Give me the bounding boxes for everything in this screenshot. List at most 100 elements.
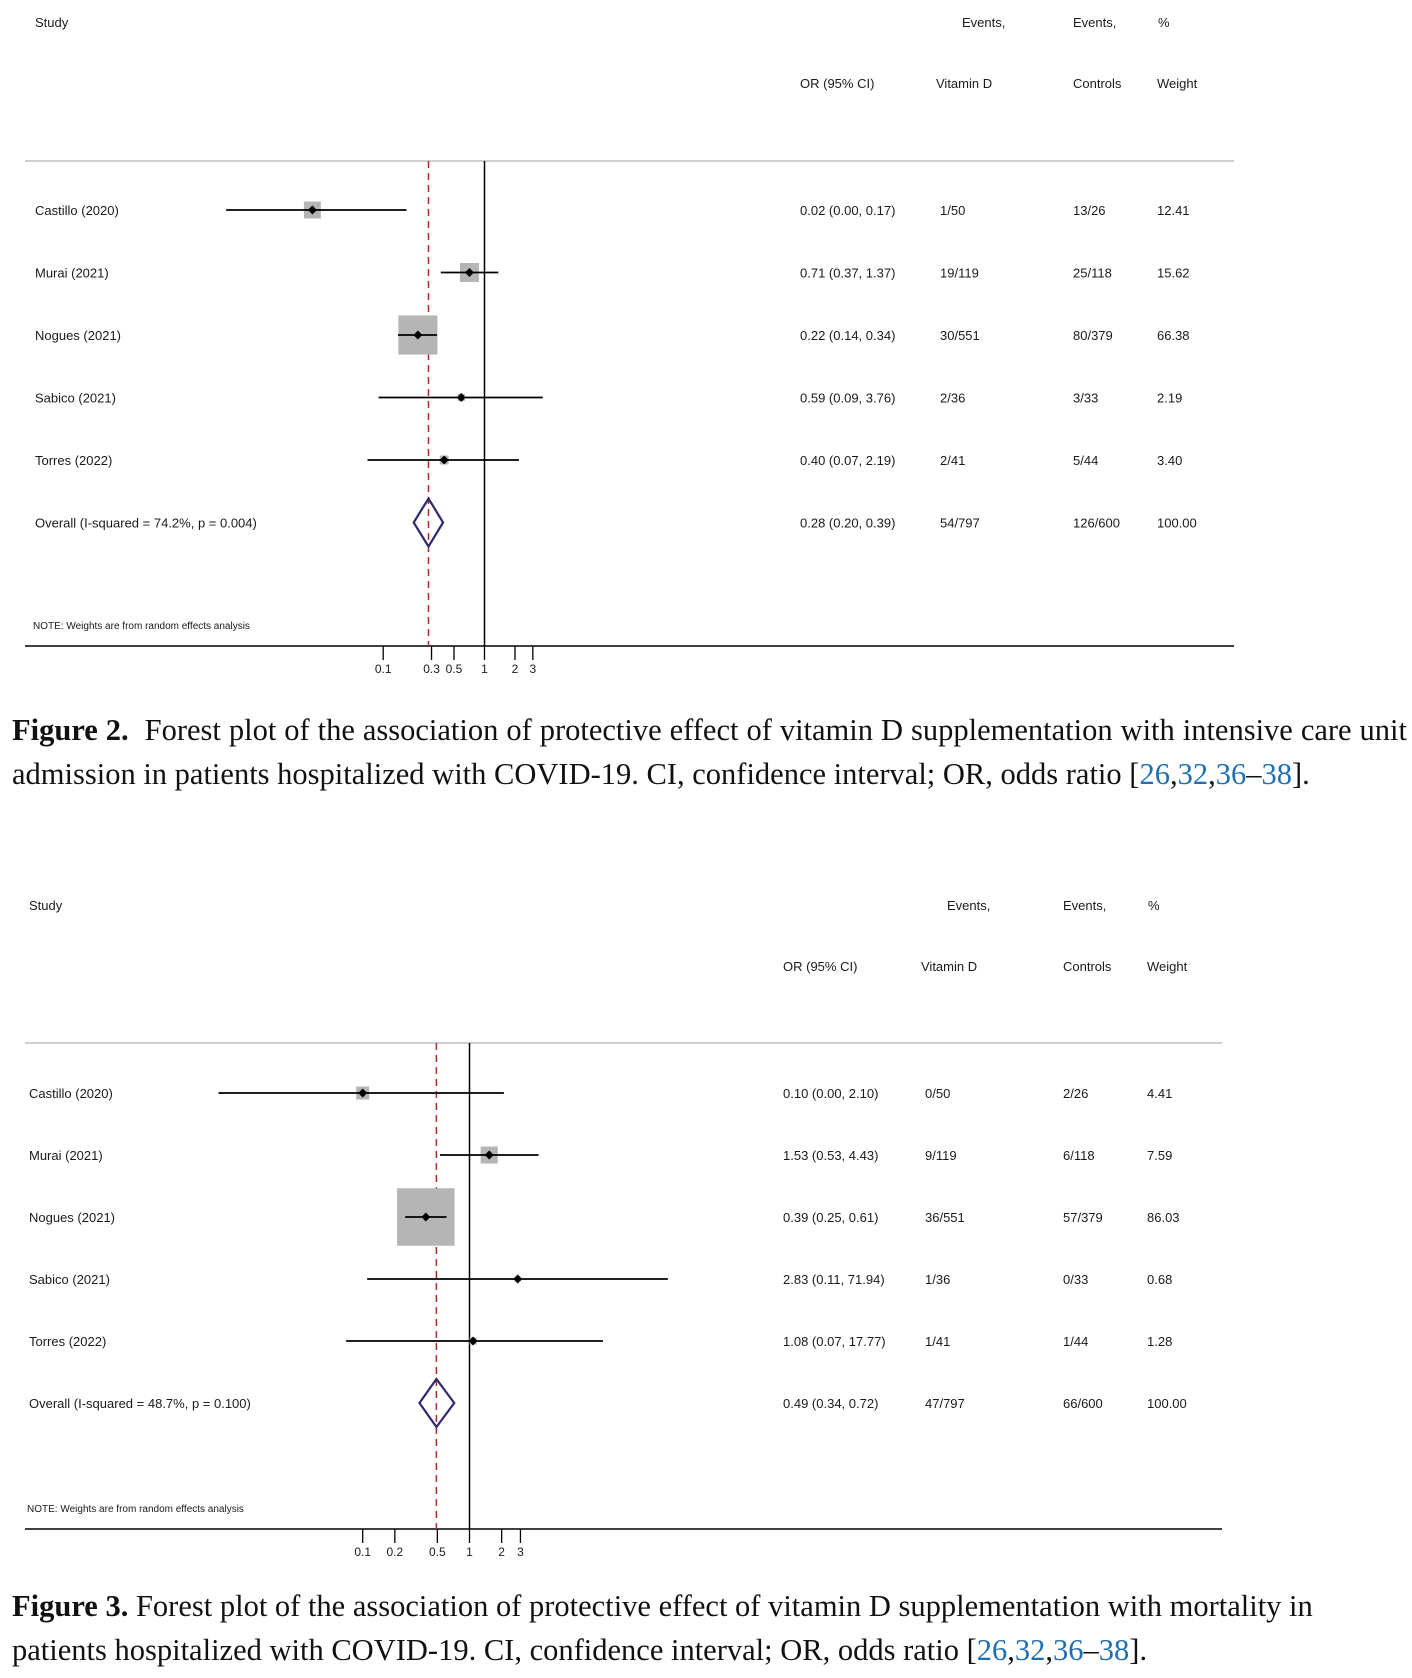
events-vitamin-value: 36/551 <box>925 1210 965 1225</box>
events-vitamin-value: 9/119 <box>925 1148 957 1163</box>
or-ci-value: 1.08 (0.07, 17.77) <box>783 1334 886 1349</box>
weight-value: 86.03 <box>1147 1210 1180 1225</box>
forest-plot: Study OR (95% CI) Events, Vitamin D Events, C… <box>25 898 1222 1559</box>
point-estimate <box>513 1274 523 1284</box>
header-study: Study <box>35 15 69 30</box>
weight-value: 3.40 <box>1157 453 1182 468</box>
or-ci-value: 0.10 (0.00, 2.10) <box>783 1086 878 1101</box>
header-vitamin-d: Vitamin D <box>936 76 992 91</box>
header-study: Study <box>29 898 63 913</box>
caption-text: Forest plot of the association of protec… <box>12 713 1407 791</box>
overall-events-controls: 126/600 <box>1073 516 1120 531</box>
study-label: Castillo (2020) <box>29 1086 113 1101</box>
caption-end: ]. <box>1129 1633 1148 1667</box>
weight-value: 12.41 <box>1157 203 1190 218</box>
figure-2-caption: Figure 2. Forest plot of the association… <box>12 713 1407 791</box>
events-vitamin-value: 2/41 <box>940 453 965 468</box>
figure-2: Study OR (95% CI) Events, Vitamin D Events, C… <box>0 0 1412 690</box>
x-tick-label: 2 <box>512 662 519 676</box>
ref-link[interactable]: 36 <box>1215 757 1247 791</box>
header-percent: % <box>1158 15 1170 30</box>
events-controls-value: 25/118 <box>1073 266 1112 281</box>
events-vitamin-value: 30/551 <box>940 328 980 343</box>
overall-label: Overall (I-squared = 48.7%, p = 0.100) <box>29 1396 251 1411</box>
weight-value: 7.59 <box>1147 1148 1172 1163</box>
weight-value: 4.41 <box>1147 1086 1172 1101</box>
events-controls-value: 5/44 <box>1073 453 1098 468</box>
ref-link[interactable]: 38 <box>1098 1633 1130 1667</box>
header-percent: % <box>1148 898 1160 913</box>
header-controls: Controls <box>1073 76 1122 91</box>
or-ci-value: 2.83 (0.11, 71.94) <box>783 1272 885 1287</box>
caption-label: Figure 2. <box>12 713 129 747</box>
overall-weight: 100.00 <box>1147 1396 1187 1411</box>
caption-text: Forest plot of the association of protec… <box>12 1589 1313 1667</box>
weight-value: 0.68 <box>1147 1272 1172 1287</box>
header-or-ci: OR (95% CI) <box>800 76 874 91</box>
events-controls-value: 80/379 <box>1073 328 1113 343</box>
point-estimate <box>456 393 466 402</box>
x-tick-label: 1 <box>466 1545 473 1559</box>
ref-link[interactable]: 32 <box>1177 757 1209 791</box>
study-label: Castillo (2020) <box>35 203 119 218</box>
x-tick-label: 0.1 <box>375 662 392 676</box>
or-ci-value: 0.39 (0.25, 0.61) <box>783 1210 878 1225</box>
study-label: Nogues (2021) <box>29 1210 115 1225</box>
point-estimate <box>307 205 317 215</box>
header-events-controls: Events, <box>1073 15 1116 30</box>
or-ci-value: 0.71 (0.37, 1.37) <box>800 266 895 281</box>
header-controls: Controls <box>1063 959 1112 974</box>
events-controls-value: 6/118 <box>1063 1148 1095 1163</box>
x-tick-label: 2 <box>498 1545 505 1559</box>
point-estimate <box>358 1088 368 1098</box>
study-label: Murai (2021) <box>29 1148 103 1163</box>
ref-link[interactable]: 26 <box>976 1633 1008 1667</box>
header-events-vitamin: Events, <box>962 15 1005 30</box>
overall-diamond <box>412 496 445 549</box>
header-or-ci: OR (95% CI) <box>783 959 857 974</box>
events-controls-value: 2/26 <box>1063 1086 1088 1101</box>
weight-value: 2.19 <box>1157 391 1182 406</box>
ref-link[interactable]: 36 <box>1053 1633 1084 1667</box>
figure-3: Study OR (95% CI) Events, Vitamin D Events, C… <box>0 880 1412 1570</box>
study-label: Nogues (2021) <box>35 328 121 343</box>
x-tick-label: 3 <box>517 1545 524 1559</box>
overall-events-controls: 66/600 <box>1063 1396 1103 1411</box>
point-estimate <box>468 1336 478 1346</box>
overall-or-ci-value: 0.28 (0.20, 0.39) <box>800 516 895 531</box>
x-tick-label: 0.1 <box>354 1545 371 1559</box>
events-vitamin-value: 2/36 <box>940 391 965 406</box>
header-weight: Weight <box>1147 959 1188 974</box>
study-label: Sabico (2021) <box>35 391 116 406</box>
events-controls-value: 3/33 <box>1073 391 1098 406</box>
or-ci-value: 0.22 (0.14, 0.34) <box>800 328 895 343</box>
overall-events-vitamin: 54/797 <box>940 516 980 531</box>
ref-link[interactable]: 32 <box>1014 1633 1046 1667</box>
point-estimate <box>464 268 474 277</box>
or-ci-value: 1.53 (0.53, 4.43) <box>783 1148 878 1163</box>
study-label: Torres (2022) <box>35 453 112 468</box>
events-vitamin-value: 19/119 <box>940 266 979 281</box>
weight-value: 1.28 <box>1147 1334 1172 1349</box>
weights-note: NOTE: Weights are from random effects an… <box>33 621 250 632</box>
x-tick-label: 0.5 <box>446 662 463 676</box>
study-label: Sabico (2021) <box>29 1272 110 1287</box>
caption-end: ]. <box>1291 757 1310 791</box>
events-controls-value: 57/379 <box>1063 1210 1103 1225</box>
weight-value: 15.62 <box>1157 266 1190 281</box>
weight-value: 66.38 <box>1157 328 1190 343</box>
header-events-controls: Events, <box>1063 898 1106 913</box>
overall-diamond <box>418 1377 456 1429</box>
or-ci-value: 0.40 (0.07, 2.19) <box>800 453 895 468</box>
ref-link[interactable]: 38 <box>1261 757 1292 791</box>
point-estimate <box>413 330 423 340</box>
events-controls-value: 13/26 <box>1073 203 1106 218</box>
study-label: Murai (2021) <box>35 266 109 281</box>
ref-link[interactable]: 26 <box>1139 757 1170 791</box>
forest-plot: Study OR (95% CI) Events, Vitamin D Events, C… <box>25 15 1234 676</box>
point-estimate <box>439 455 449 465</box>
overall-label: Overall (I-squared = 74.2%, p = 0.004) <box>35 516 257 531</box>
point-estimate <box>484 1150 494 1160</box>
overall-events-vitamin: 47/797 <box>925 1396 965 1411</box>
x-tick-label: 1 <box>481 662 488 676</box>
